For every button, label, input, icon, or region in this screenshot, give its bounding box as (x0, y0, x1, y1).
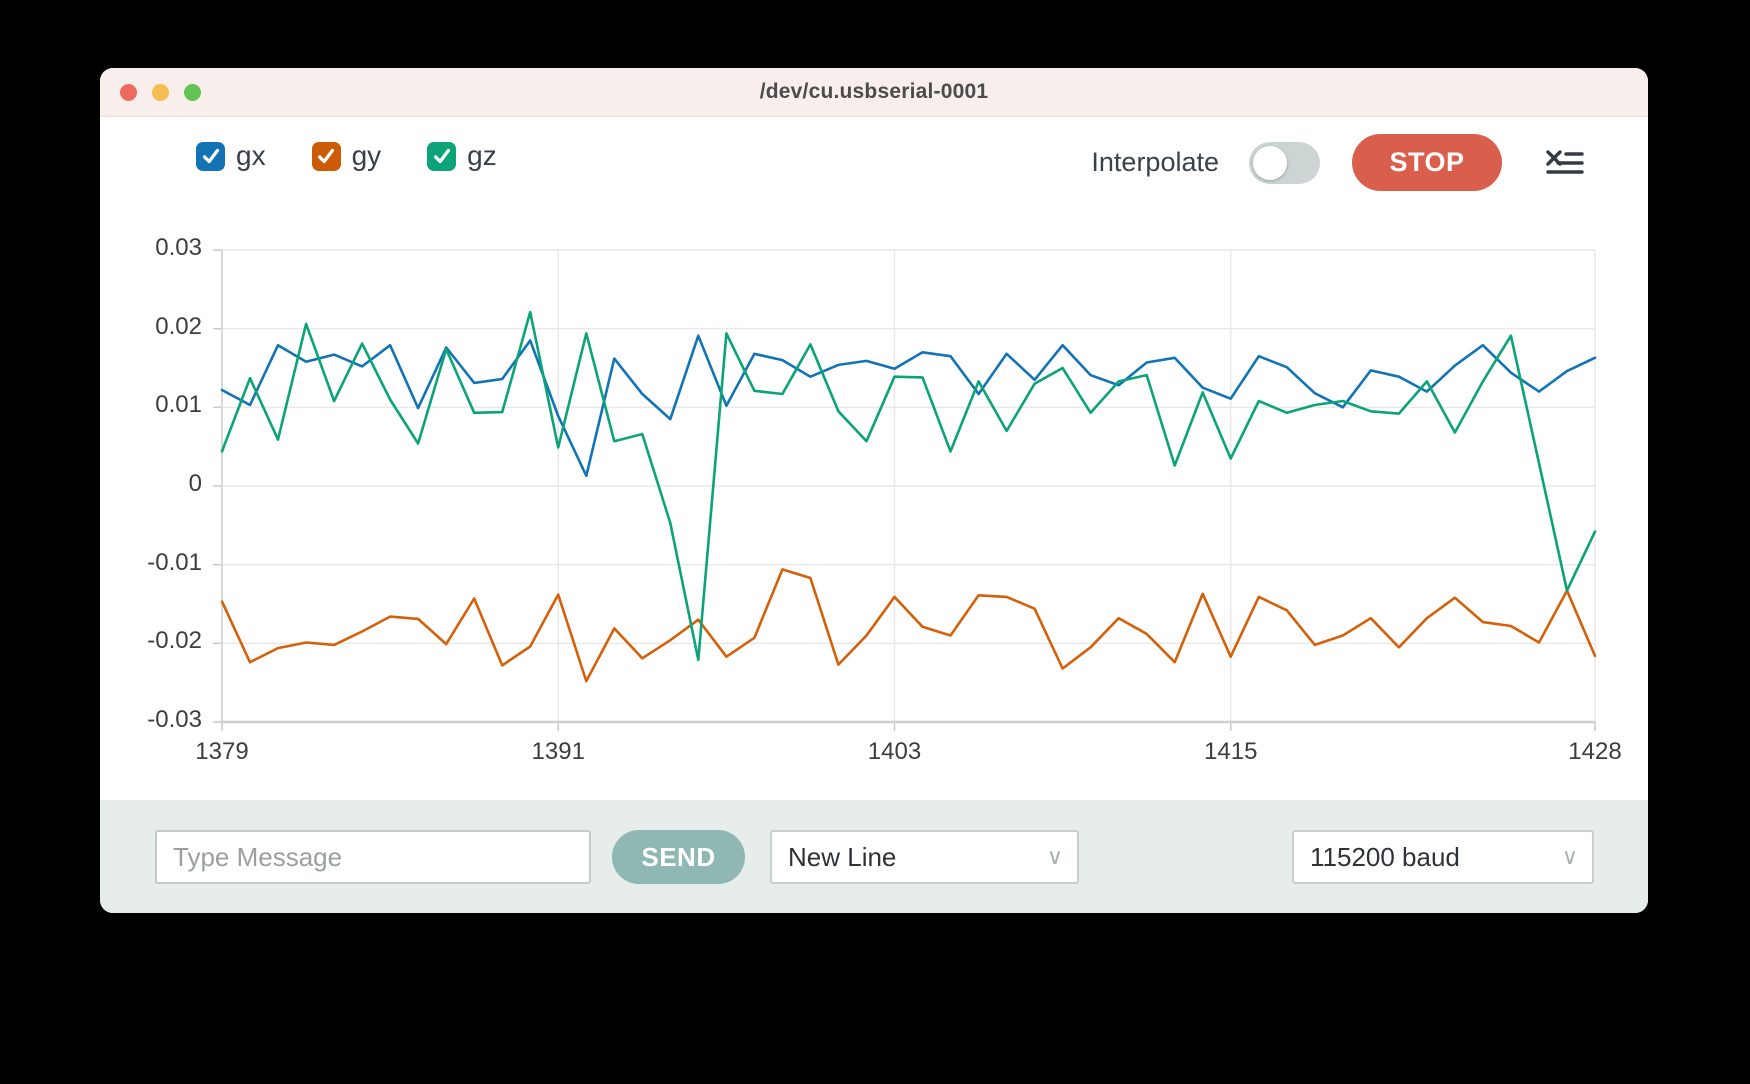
interpolate-label: Interpolate (1091, 147, 1219, 177)
baud-rate-value: 115200 baud (1310, 841, 1460, 872)
window-title: /dev/cu.usbserial-0001 (759, 80, 989, 103)
maximize-button[interactable] (184, 83, 201, 101)
traffic-lights (120, 68, 201, 116)
interpolate-toggle[interactable] (1249, 141, 1320, 184)
legend-label-gz: gz (467, 140, 497, 171)
y-tick-label: 0 (188, 470, 202, 497)
app-window: /dev/cu.usbserial-0001 gx gy (100, 68, 1648, 913)
clear-list-icon-glyph (1546, 149, 1584, 174)
legend-item-gx[interactable]: gx (196, 140, 266, 172)
clear-list-icon[interactable] (1545, 147, 1585, 179)
close-button[interactable] (120, 83, 137, 101)
y-tick-label: 0.01 (155, 391, 202, 419)
series-legend: gx gy gz (196, 140, 497, 172)
series-line-gy (220, 568, 1597, 683)
x-tick-label: 1379 (195, 738, 249, 765)
y-tick-label: 0.03 (155, 234, 202, 261)
x-tick-label: 1428 (1568, 738, 1622, 765)
baud-rate-select[interactable]: 115200 baud ∨ (1292, 830, 1594, 884)
message-input[interactable] (155, 830, 591, 884)
plot-controls: Interpolate STOP (1091, 134, 1585, 191)
message-bar: SEND New Line ∨ 115200 baud ∨ (100, 800, 1648, 913)
send-button[interactable]: SEND (612, 830, 745, 884)
y-tick-label: 0.02 (155, 312, 202, 340)
minimize-button[interactable] (152, 83, 169, 101)
stop-button[interactable]: STOP (1352, 134, 1502, 191)
legend-item-gy[interactable]: gy (311, 140, 382, 172)
line-ending-value: New Line (788, 841, 897, 872)
check-icon (318, 148, 335, 164)
x-tick-label: 1391 (531, 738, 585, 765)
plot-svg (213, 249, 1597, 731)
chevron-down-icon: ∨ (1561, 844, 1578, 869)
y-tick-label: -0.02 (147, 627, 202, 655)
plot-area: 0.03 0.02 0.01 0 -0.01 -0.02 -0.03 1379 1391 1403… (147, 234, 1621, 765)
y-tick-label: -0.03 (147, 706, 202, 733)
x-tick-label: 1415 (1204, 738, 1258, 765)
line-ending-select[interactable]: New Line ∨ (770, 830, 1079, 884)
toggle-knob (1253, 145, 1287, 180)
y-tick-label: -0.01 (147, 548, 202, 576)
legend-label-gx: gx (236, 140, 266, 171)
legend-label-gy: gy (351, 140, 382, 171)
legend-checkbox-gy[interactable] (311, 141, 341, 171)
legend-checkbox-gz[interactable] (427, 141, 457, 171)
legend-checkbox-gx[interactable] (196, 141, 225, 171)
series-line-gz (220, 310, 1597, 662)
x-tick-label: 1403 (867, 738, 922, 765)
check-icon (202, 148, 219, 164)
series-line-gx (220, 334, 1597, 478)
chevron-down-icon: ∨ (1046, 844, 1063, 869)
check-icon (433, 148, 450, 164)
titlebar: /dev/cu.usbserial-0001 (100, 68, 1648, 117)
legend-item-gz[interactable]: gz (427, 140, 497, 172)
